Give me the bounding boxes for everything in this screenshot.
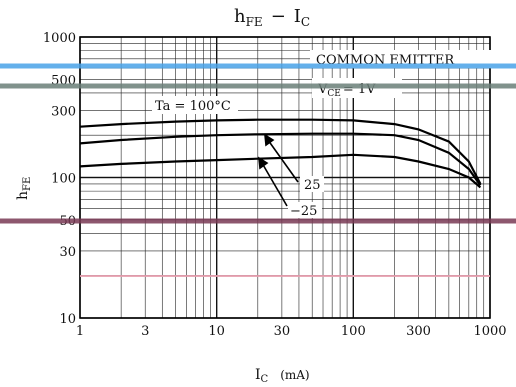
y-tick-label: 300 [51, 104, 76, 119]
arrow-m25-head [258, 156, 269, 170]
t25-label: 25 [304, 178, 321, 193]
arrows [258, 133, 299, 207]
plot-frame [79, 36, 491, 319]
annotation-box-ta [152, 96, 238, 114]
curve-ta-25 [79, 132, 482, 186]
y-axis-label: hFE [15, 177, 33, 200]
y-tick-label: 10 [59, 312, 76, 327]
annotation-box-m25 [288, 202, 322, 218]
x-tick-label: 3 [141, 324, 149, 339]
arrow-25 [267, 139, 299, 183]
arrow-25-head [264, 133, 275, 147]
x-tick-label: 10 [208, 324, 225, 339]
x-tick-label: 300 [406, 324, 431, 339]
tick-labels: 13103010030010001030501003005001000 [43, 31, 507, 339]
curve-ta-100 [79, 118, 482, 185]
annotation-box-25 [300, 176, 324, 192]
y-tick-label: 30 [59, 245, 76, 260]
tm25-label: −25 [290, 204, 317, 219]
x-tick-label: 30 [274, 324, 291, 339]
x-axis-label: IC (mA) [255, 367, 310, 385]
curve-ta-minus-25 [79, 153, 482, 189]
x-tick-label: 100 [341, 324, 366, 339]
curves [79, 118, 482, 189]
y-tick-label: 100 [51, 172, 76, 187]
arrow-m25 [261, 162, 288, 207]
x-tick-label: 1 [76, 324, 84, 339]
ta-100-label: Ta = 100°C [155, 99, 231, 114]
chart-title: hFE − IC [234, 6, 310, 29]
x-tick-label: 1000 [473, 324, 506, 339]
y-tick-label: 1000 [43, 31, 76, 46]
